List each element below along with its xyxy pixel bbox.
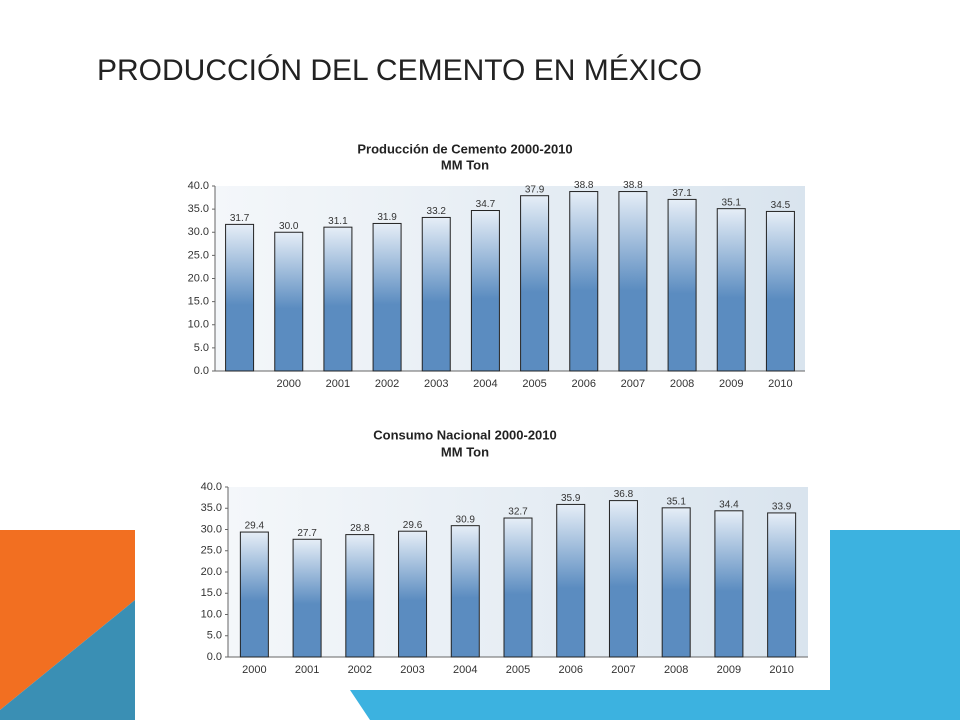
bar — [667, 198, 697, 372]
x-tick-label: 2008 — [670, 378, 694, 390]
blue-shape — [350, 530, 960, 720]
value-label: 37.9 — [525, 184, 545, 195]
x-tick-label: 2001 — [326, 378, 350, 390]
value-label: 31.7 — [230, 213, 250, 224]
bar — [569, 191, 599, 372]
value-label: 31.1 — [328, 216, 348, 227]
x-tick-label: 2005 — [522, 378, 546, 390]
bar — [398, 530, 428, 658]
value-label: 35.1 — [666, 496, 686, 507]
bar — [714, 510, 744, 658]
x-tick-label: 2000 — [277, 378, 301, 390]
value-label: 34.4 — [719, 499, 739, 510]
y-tick-label: 30.0 — [188, 226, 209, 238]
x-tick-label: 2001 — [295, 664, 319, 676]
y-tick-label: 5.0 — [194, 342, 209, 354]
y-tick-label: 10.0 — [188, 319, 209, 331]
value-label: 37.1 — [672, 188, 692, 199]
value-label: 27.7 — [297, 528, 317, 539]
chart-subtitle: MM Ton — [441, 157, 489, 172]
value-label: 30.0 — [279, 221, 299, 232]
x-tick-label: 2007 — [611, 664, 635, 676]
x-tick-label: 2008 — [664, 664, 688, 676]
bar — [618, 191, 648, 372]
bar — [274, 231, 304, 372]
value-label: 29.6 — [403, 520, 423, 531]
bar — [661, 507, 691, 658]
x-tick-label: 2009 — [717, 664, 741, 676]
bar — [503, 517, 533, 658]
x-tick-label: 2006 — [572, 378, 596, 390]
x-tick-label: 2003 — [400, 664, 424, 676]
value-label: 35.1 — [722, 197, 742, 208]
chart-title: Producción de Cemento 2000-2010 — [357, 141, 572, 156]
teal-shape — [0, 600, 135, 720]
y-tick-label: 0.0 — [194, 365, 209, 377]
x-tick-label: 2004 — [473, 378, 497, 390]
y-tick-label: 30.0 — [201, 523, 222, 535]
bar — [225, 223, 255, 372]
chart-title: Consumo Nacional 2000-2010 — [373, 427, 557, 442]
x-tick-label: 2000 — [242, 664, 266, 676]
bar — [239, 531, 269, 658]
y-tick-label: 20.0 — [201, 566, 222, 578]
orange-shape — [0, 530, 135, 710]
bar — [345, 534, 375, 658]
bar — [450, 525, 480, 658]
x-tick-label: 2007 — [621, 378, 645, 390]
value-label: 34.5 — [771, 200, 791, 211]
bar — [767, 512, 797, 658]
y-tick-label: 25.0 — [188, 249, 209, 261]
bar — [556, 503, 586, 658]
value-label: 38.8 — [623, 180, 643, 191]
chart-subtitle: MM Ton — [441, 444, 489, 459]
y-tick-label: 35.0 — [201, 502, 222, 514]
x-tick-label: 2006 — [558, 664, 582, 676]
x-tick-label: 2004 — [453, 664, 477, 676]
x-tick-label: 2005 — [506, 664, 530, 676]
x-tick-label: 2002 — [375, 378, 399, 390]
y-tick-label: 40.0 — [201, 481, 222, 493]
y-tick-label: 35.0 — [188, 203, 209, 215]
y-tick-label: 40.0 — [188, 180, 209, 192]
bar — [470, 210, 500, 372]
y-tick-label: 10.0 — [201, 608, 222, 620]
y-tick-label: 20.0 — [188, 272, 209, 284]
bar — [292, 538, 322, 658]
bar — [421, 216, 451, 372]
value-label: 36.8 — [614, 489, 634, 500]
y-tick-label: 15.0 — [201, 587, 222, 599]
bar — [608, 500, 638, 658]
bar — [765, 210, 795, 372]
value-label: 32.7 — [508, 507, 528, 518]
x-tick-label: 2010 — [769, 664, 793, 676]
bar — [716, 208, 746, 372]
bar — [372, 222, 402, 372]
value-label: 33.2 — [427, 206, 447, 217]
value-label: 35.9 — [561, 493, 581, 504]
x-tick-label: 2010 — [768, 378, 792, 390]
y-tick-label: 15.0 — [188, 296, 209, 308]
x-tick-label: 2003 — [424, 378, 448, 390]
x-tick-label: 2009 — [719, 378, 743, 390]
plot-area — [215, 186, 805, 371]
value-label: 29.4 — [245, 521, 265, 532]
y-tick-label: 25.0 — [201, 545, 222, 557]
y-tick-label: 0.0 — [207, 651, 222, 663]
bar — [520, 195, 550, 372]
value-label: 28.8 — [350, 523, 370, 534]
slide-title: PRODUCCIÓN DEL CEMENTO EN MÉXICO — [97, 54, 702, 87]
value-label: 38.8 — [574, 180, 594, 191]
value-label: 34.7 — [476, 199, 496, 210]
bar — [323, 226, 353, 372]
value-label: 30.9 — [456, 514, 476, 525]
value-label: 31.9 — [377, 212, 397, 223]
value-label: 33.9 — [772, 502, 792, 513]
y-tick-label: 5.0 — [207, 630, 222, 642]
x-tick-label: 2002 — [348, 664, 372, 676]
